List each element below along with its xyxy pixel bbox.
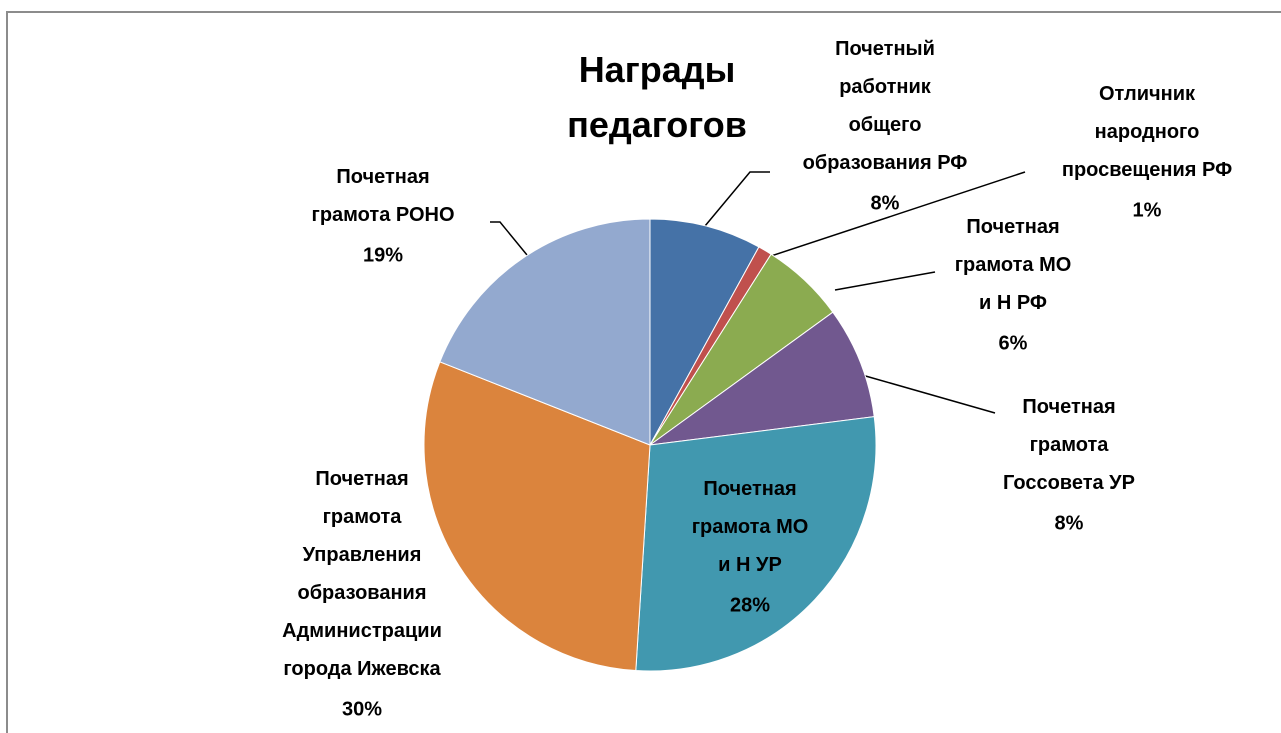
pie-slice	[439, 218, 651, 446]
value-label: 6%	[999, 332, 1028, 354]
slice-label: Почетный работник общего образования РФ	[803, 38, 968, 174]
value-label: 8%	[1055, 512, 1084, 534]
slice-label: Почетная грамота МО и Н УР	[692, 478, 809, 576]
leader-line	[704, 171, 770, 227]
pie-slice	[423, 361, 651, 672]
pie-slice	[649, 218, 760, 446]
leader-line	[834, 271, 936, 291]
leader-line	[764, 171, 1026, 259]
slice-label: Почетная грамота Госсовета УР	[1003, 396, 1135, 494]
chart-title: Награды педагогов	[567, 49, 747, 145]
value-label: 1%	[1133, 199, 1162, 221]
slice-label: Почетная грамота РОНО	[311, 166, 454, 226]
slice-label: Отличник народного просвещения РФ	[1062, 83, 1232, 181]
slice-label: Почетная грамота Управления образования Адми…	[282, 468, 442, 680]
value-label: 30%	[342, 698, 382, 720]
leader-line	[861, 374, 996, 414]
slice-label: Почетная грамота МО и Н РФ	[955, 216, 1072, 314]
value-label: 8%	[871, 192, 900, 214]
leader-line	[490, 221, 528, 256]
pie-slice	[635, 416, 877, 672]
value-label: 28%	[730, 594, 770, 616]
pie-slice	[649, 311, 875, 446]
value-label: 19%	[363, 244, 403, 266]
